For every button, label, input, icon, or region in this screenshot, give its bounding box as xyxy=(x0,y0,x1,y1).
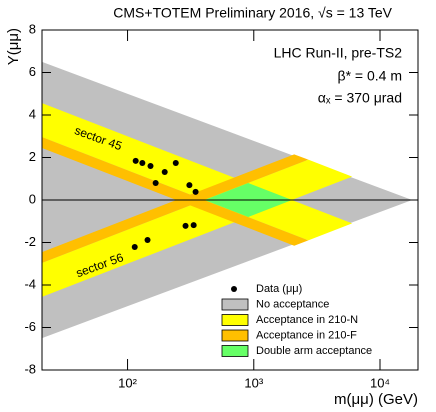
legend-label: No acceptance xyxy=(256,298,329,310)
y-tick-label: -4 xyxy=(24,276,36,291)
data-point xyxy=(132,157,139,164)
data-point xyxy=(139,160,146,167)
data-point xyxy=(144,236,151,243)
acceptance-region xyxy=(42,154,309,263)
data-point xyxy=(152,180,159,186)
annotation: αₓ = 370 μrad xyxy=(318,90,402,106)
legend-swatch xyxy=(221,345,249,357)
y-tick-label: 6 xyxy=(29,64,36,79)
x-tick-label: 10³ xyxy=(244,375,263,390)
data-point xyxy=(192,188,199,195)
data-point xyxy=(182,222,189,229)
plot-area xyxy=(42,61,418,339)
legend-marker xyxy=(231,286,237,292)
data-point xyxy=(147,163,154,169)
legend-label: Data (μμ) xyxy=(256,283,302,295)
y-tick-label: -6 xyxy=(24,319,36,334)
data-point xyxy=(161,168,168,175)
y-axis-label: Y(μμ) xyxy=(5,28,22,65)
data-point xyxy=(131,243,138,250)
y-tick-label: 2 xyxy=(29,149,36,164)
x-axis-label: m(μμ) (GeV) xyxy=(334,391,418,408)
legend-swatch xyxy=(221,314,249,326)
legend-label: Acceptance in 210-F xyxy=(256,329,357,341)
x-tick-label: 10² xyxy=(118,375,137,390)
annotation: LHC Run-II, pre-TS2 xyxy=(274,45,403,61)
y-tick-label: -8 xyxy=(24,361,36,376)
y-tick-label: 0 xyxy=(29,191,36,206)
legend-label: Double arm acceptance xyxy=(256,345,372,357)
data-point xyxy=(172,160,179,167)
legend-label: Acceptance in 210-N xyxy=(256,314,358,326)
legend-swatch xyxy=(221,329,249,342)
legend-swatch xyxy=(221,298,249,311)
acceptance-region xyxy=(42,137,309,246)
y-tick-label: -2 xyxy=(24,234,36,249)
annotation: β* = 0.4 m xyxy=(338,68,402,84)
x-tick-label: 10⁴ xyxy=(370,375,390,390)
data-point xyxy=(186,182,193,189)
chart-title: CMS+TOTEM Preliminary 2016, √s = 13 TeV xyxy=(113,5,392,21)
y-tick-label: 8 xyxy=(29,21,36,36)
data-point xyxy=(190,222,197,229)
y-tick-label: 4 xyxy=(29,106,36,121)
